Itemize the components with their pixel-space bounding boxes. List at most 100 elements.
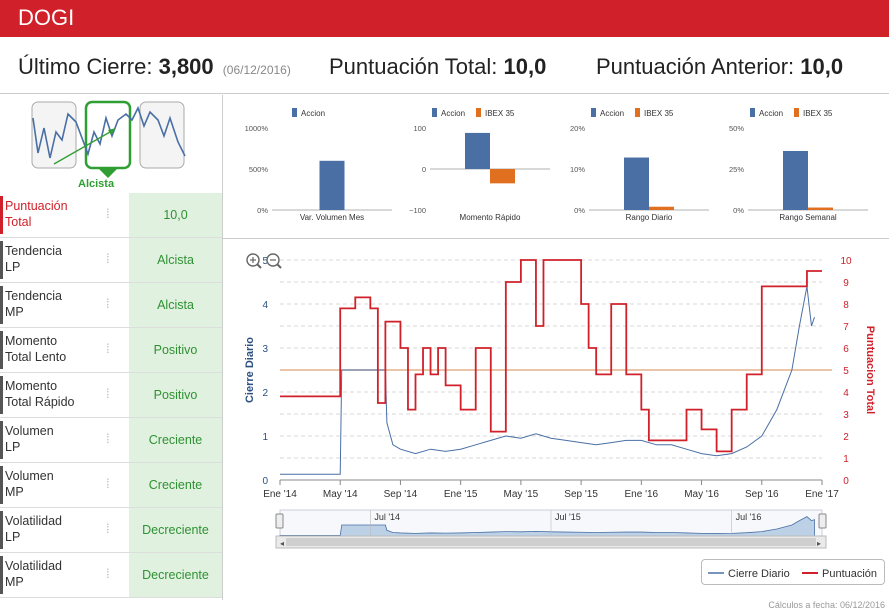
row-indicator (0, 556, 3, 594)
mini-ytick: 0% (257, 206, 268, 215)
metric-value: Creciente (129, 463, 222, 507)
legend-cierre-label[interactable]: Cierre Diario (728, 568, 790, 580)
y2-tick-label: 7 (843, 322, 849, 333)
metric-label-line2: LP (5, 530, 21, 544)
mini-ytick: 50% (729, 124, 744, 133)
y2-axis-title: Puntuacion Total (864, 326, 876, 414)
info-icon[interactable]: ⁞ (106, 431, 110, 446)
y-axis-title: Cierre Diario (244, 337, 256, 403)
trend-selector[interactable]: Alcista (30, 98, 190, 190)
metric-row: Momento Total Lento ⁞ Positivo (0, 328, 222, 373)
info-icon[interactable]: ⁞ (106, 386, 110, 401)
legend-swatch-icon (292, 108, 297, 117)
mini-chart-svg: Accion IBEX 35 50% 25% 0% Rango Semanal (729, 108, 868, 222)
range-navigator[interactable]: Jul '14 Jul '15 Jul '16 ◂ ▸ (275, 509, 827, 549)
metric-label-line1: Puntuación (5, 199, 68, 213)
x-tick-label: May '15 (504, 489, 539, 500)
metric-label: Puntuación Total (5, 198, 97, 230)
row-indicator (0, 241, 3, 279)
info-icon[interactable]: ⁞ (106, 341, 110, 356)
y-tick-label: 5 (262, 256, 268, 267)
y2-tick-label: 6 (843, 344, 849, 355)
metric-row: Volumen LP ⁞ Creciente (0, 418, 222, 463)
row-indicator (0, 196, 3, 234)
legend-swatch-icon (476, 108, 481, 117)
previous-score: Puntuación Anterior: 10,0 (596, 54, 843, 80)
zoom-out-icon[interactable] (266, 253, 282, 269)
metric-label-line2: Total Lento (5, 350, 67, 364)
mini-ytick: 0% (733, 206, 744, 215)
metric-row: Volatilidad MP ⁞ Decreciente (0, 553, 222, 598)
selected-pointer-icon (98, 168, 118, 178)
metric-label: Tendencia MP (5, 288, 97, 320)
info-icon[interactable]: ⁞ (106, 566, 110, 581)
metric-label-line1: Volumen (5, 469, 54, 483)
info-icon[interactable]: ⁞ (106, 251, 110, 266)
metric-label-line2: Total (5, 215, 32, 229)
row-indicator (0, 286, 3, 324)
legend-swatch-icon (432, 108, 437, 117)
metric-value: Positivo (129, 328, 222, 372)
info-icon[interactable]: ⁞ (106, 521, 110, 536)
mini-ytick: 0 (422, 165, 426, 174)
navigator-handle-left[interactable] (275, 513, 284, 529)
info-icon[interactable]: ⁞ (106, 206, 110, 221)
mini-bar (465, 132, 490, 169)
y2-tick-label: 1 (843, 454, 849, 465)
total-score-label: Puntuación Total: (329, 54, 498, 79)
y-tick-label: 0 (262, 476, 268, 487)
last-close-date: (06/12/2016) (222, 63, 291, 77)
metric-label-line1: Volatilidad (5, 514, 62, 528)
trend-sparkline (32, 105, 186, 159)
y2-tick-label: 9 (843, 278, 849, 289)
navigator-scroll-thumb[interactable] (286, 538, 816, 546)
mini-chart-title: Var. Volumen Mes (300, 213, 364, 222)
metric-value: Positivo (129, 373, 222, 417)
metric-label-line2: LP (5, 260, 21, 274)
mini-ytick: 1000% (245, 124, 269, 133)
metric-value: Alcista (129, 238, 222, 282)
y-tick-label: 4 (262, 300, 268, 311)
main-chart-legend[interactable]: Cierre Diario Puntuación (701, 559, 885, 585)
mini-chart-title: Momento Rápido (460, 213, 521, 222)
scroll-right-icon[interactable]: ▸ (817, 539, 821, 548)
mini-chart: Accion 1000% 500% 0% Var. Volumen Mes (240, 100, 400, 230)
x-tick-label: Ene '17 (805, 489, 839, 500)
metric-value: Decreciente (129, 553, 222, 597)
main-chart[interactable]: 0 1 2 3 4 5 6 7 8 9 10 0 1 2 3 4 5 Ene '14 May '14 Sep '14 E… (240, 244, 880, 556)
y-tick-label: 3 (262, 344, 268, 355)
x-tick-label: Ene '14 (263, 489, 297, 500)
row-indicator (0, 421, 3, 459)
zoom-in-icon[interactable] (246, 253, 262, 269)
trend-arrowhead-icon (108, 128, 116, 135)
last-close: Último Cierre: 3,800 (06/12/2016) (18, 54, 291, 80)
row-indicator (0, 511, 3, 549)
x-tick-label: Sep '15 (564, 489, 598, 500)
mini-bar (808, 207, 833, 210)
mini-legend-label: IBEX 35 (644, 109, 674, 118)
total-score: Puntuación Total: 10,0 (329, 54, 546, 80)
mini-bar (624, 157, 649, 210)
trend-box-3 (139, 101, 185, 169)
navigator-handle-right[interactable] (818, 513, 827, 529)
metric-value: Creciente (129, 418, 222, 462)
last-close-value: 3,800 (158, 54, 214, 79)
mini-chart-title: Rango Semanal (779, 213, 837, 222)
mini-chart-svg: Accion IBEX 35 100 0 −100 Momento Rápido (409, 108, 550, 222)
scroll-left-icon[interactable]: ◂ (280, 539, 284, 548)
metric-label-line1: Tendencia (5, 244, 62, 258)
trend-label: Alcista (78, 178, 115, 190)
mini-chart: Accion IBEX 35 20% 10% 0% Rango Diario (557, 100, 717, 230)
metric-row: Tendencia MP ⁞ Alcista (0, 283, 222, 328)
legend-puntuacion-label[interactable]: Puntuación (822, 568, 877, 580)
metric-label-line2: Total Rápido (5, 395, 75, 409)
info-icon[interactable]: ⁞ (106, 476, 110, 491)
info-icon[interactable]: ⁞ (106, 296, 110, 311)
ticker-title: DOGI (18, 5, 75, 30)
metric-label-line1: Volatilidad (5, 559, 62, 573)
metric-row: Puntuación Total ⁞ 10,0 (0, 193, 222, 238)
navigator-label: Jul '14 (374, 512, 400, 522)
mini-bar (783, 150, 808, 210)
mini-ytick: 20% (570, 124, 585, 133)
trend-box-1 (31, 101, 77, 169)
